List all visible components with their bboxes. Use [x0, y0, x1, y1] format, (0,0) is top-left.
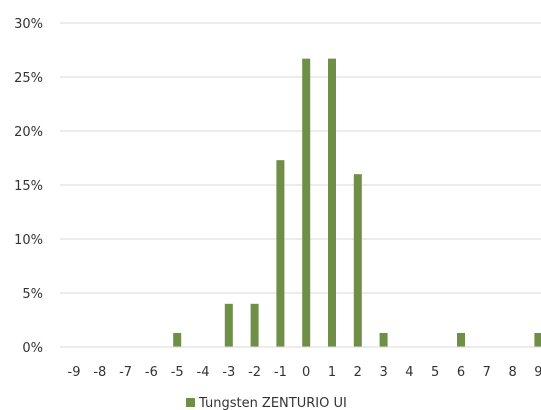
x-tick-label: 4 [405, 365, 413, 380]
bar [379, 332, 388, 347]
x-tick-label: 8 [508, 365, 516, 380]
x-tick-label: 9 [534, 365, 541, 380]
x-tick-label: 6 [457, 365, 465, 380]
x-tick-label: 5 [431, 365, 439, 380]
x-tick-label: -7 [119, 365, 132, 380]
bar [328, 58, 336, 347]
x-tick-label: 3 [379, 365, 387, 380]
y-tick-label: 0% [22, 341, 43, 356]
x-tick-label: -4 [197, 365, 210, 380]
x-tick-label: -2 [248, 365, 261, 380]
y-tick-label: 25% [14, 71, 43, 86]
x-tick-label: -8 [93, 365, 106, 380]
bar [224, 303, 233, 347]
x-tick-label: -3 [222, 365, 235, 380]
x-tick-label: 1 [328, 365, 336, 380]
bar [173, 332, 182, 347]
y-tick-label: 20% [14, 125, 43, 140]
bar [250, 303, 259, 347]
y-tick-label: 10% [14, 233, 43, 248]
x-tick-label: 0 [302, 365, 310, 380]
bar [457, 332, 465, 347]
x-tick-label: 7 [483, 365, 491, 380]
legend-swatch [186, 398, 195, 407]
bar [534, 332, 541, 347]
bars [173, 58, 541, 347]
y-tick-label: 5% [22, 287, 43, 302]
y-tick-label: 30% [14, 17, 43, 32]
x-tick-label: -1 [274, 365, 287, 380]
gridlines [60, 22, 541, 294]
y-tick-label: 15% [14, 179, 43, 194]
x-axis-tick-labels: -9 -8 -7 -6 -5 -4 -3 -2 -1 0 1 2 3 4 5 6 7 8 9 [68, 365, 541, 380]
y-axis-tick-labels: 0% 5% 10% 15% 20% 25% 30% [14, 17, 43, 356]
x-tick-label: 2 [354, 365, 362, 380]
bar [353, 174, 362, 347]
legend-label: Tungsten ZENTURIO UI [198, 396, 347, 410]
x-tick-label: -5 [171, 365, 184, 380]
x-tick-label: -6 [145, 365, 158, 380]
legend: Tungsten ZENTURIO UI [186, 396, 347, 410]
x-tick-label: -9 [68, 365, 81, 380]
bar [276, 160, 285, 347]
bar [302, 58, 311, 347]
